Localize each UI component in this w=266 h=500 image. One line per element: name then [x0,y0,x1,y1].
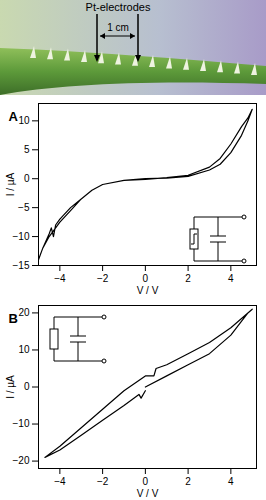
svg-text:2: 2 [185,476,191,487]
svg-text:−15: −15 [13,260,30,271]
svg-text:0: 0 [143,273,149,284]
svg-text:I / µA: I / µA [5,172,16,196]
svg-text:Pt-electrodes: Pt-electrodes [86,1,151,13]
svg-text:−10: −10 [13,418,30,429]
svg-text:0: 0 [24,173,30,184]
svg-text:4: 4 [228,273,234,284]
svg-text:10: 10 [18,115,30,126]
svg-text:−4: −4 [54,476,66,487]
svg-text:V / V: V / V [137,285,159,296]
svg-text:0: 0 [24,381,30,392]
svg-text:1 cm: 1 cm [107,22,129,33]
svg-text:4: 4 [228,476,234,487]
svg-text:−2: −2 [97,273,109,284]
svg-text:−5: −5 [18,202,30,213]
svg-text:2: 2 [185,273,191,284]
svg-text:0: 0 [143,476,149,487]
svg-text:B: B [9,311,18,326]
svg-text:−2: −2 [97,476,109,487]
svg-text:10: 10 [18,344,30,355]
svg-text:−4: −4 [54,273,66,284]
svg-text:A: A [9,109,19,124]
svg-text:I / µA: I / µA [5,375,16,399]
svg-text:−10: −10 [13,231,30,242]
svg-text:20: 20 [18,307,30,318]
svg-text:V / V: V / V [137,488,159,499]
svg-text:−20: −20 [13,455,30,466]
svg-text:5: 5 [24,144,30,155]
